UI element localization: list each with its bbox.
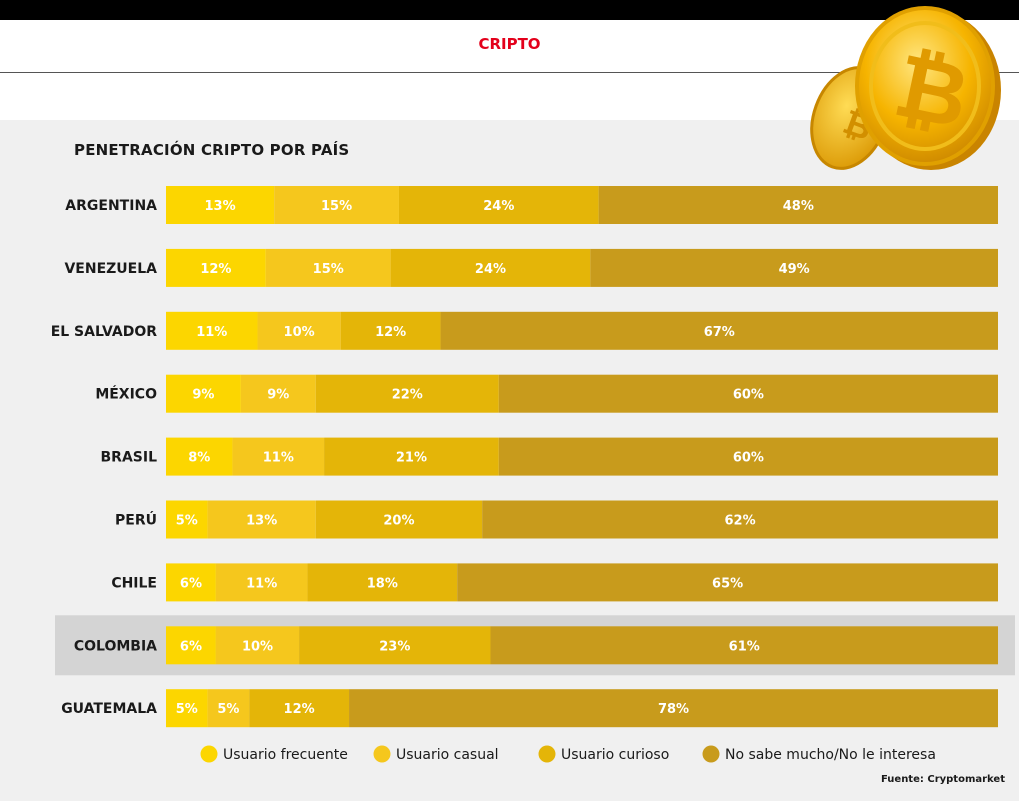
bar-segment xyxy=(390,248,591,287)
bar-segment xyxy=(166,500,208,539)
data-label: 12% xyxy=(284,702,315,717)
bar-segment xyxy=(257,311,341,350)
bar-segment xyxy=(215,563,308,602)
data-label: 15% xyxy=(313,262,344,277)
country-label: COLOMBIA xyxy=(74,638,157,654)
chart-title: PENETRACIÓN CRIPTO POR PAÍS xyxy=(74,141,350,159)
bar-segment xyxy=(265,248,391,287)
data-label: 10% xyxy=(242,639,273,654)
bar-segment xyxy=(207,689,250,728)
bar-segment xyxy=(166,374,241,413)
bar-segment xyxy=(498,437,998,476)
data-label: 8% xyxy=(188,451,210,466)
legend-swatch xyxy=(373,745,391,763)
data-label: 24% xyxy=(475,262,506,277)
data-label: 20% xyxy=(383,514,414,529)
bar-segment xyxy=(166,311,258,350)
data-label: 5% xyxy=(176,514,198,529)
data-label: 23% xyxy=(379,639,410,654)
data-label: 21% xyxy=(396,451,427,466)
bar-segment xyxy=(398,186,599,224)
data-label: 10% xyxy=(284,325,315,340)
country-label: VENEZUELA xyxy=(64,261,157,277)
data-label: 6% xyxy=(180,639,202,654)
bar-segment xyxy=(166,186,275,224)
bar-segment xyxy=(166,563,216,602)
bar-segment xyxy=(457,563,998,602)
bar-segment xyxy=(349,689,998,728)
bar-segment xyxy=(440,311,998,350)
source-note: Fuente: Cryptomarket xyxy=(880,774,1005,785)
data-label: 13% xyxy=(246,514,277,529)
country-label: PERÚ xyxy=(115,511,157,529)
country-label: BRASIL xyxy=(101,450,158,466)
data-label: 24% xyxy=(483,199,514,214)
bar-segment xyxy=(240,374,316,413)
data-label: 65% xyxy=(712,576,743,591)
bar-segment xyxy=(215,626,300,665)
bar-segment xyxy=(598,186,998,224)
bar-segment xyxy=(274,186,399,224)
data-label: 11% xyxy=(196,325,227,340)
data-label: 12% xyxy=(375,325,406,340)
bar-segment xyxy=(207,500,316,539)
data-label: 15% xyxy=(321,199,352,214)
data-label: 48% xyxy=(783,199,814,214)
legend-label: Usuario curioso xyxy=(561,747,669,763)
legend-swatch xyxy=(200,745,218,763)
data-label: 12% xyxy=(200,262,231,277)
data-label: 18% xyxy=(367,576,398,591)
bar-segment xyxy=(315,500,483,539)
bar-segment xyxy=(307,563,458,602)
data-label: 9% xyxy=(192,388,214,403)
bar-segment xyxy=(590,248,998,287)
country-label: ARGENTINA xyxy=(65,198,157,214)
country-label: EL SALVADOR xyxy=(51,324,158,340)
data-label: 62% xyxy=(725,514,756,529)
header-band xyxy=(0,20,1019,73)
country-label: CHILE xyxy=(111,575,157,591)
country-label: GUATEMALA xyxy=(61,701,157,717)
section-label: CRIPTO xyxy=(478,35,541,53)
bar-segment xyxy=(340,311,441,350)
data-label: 61% xyxy=(729,639,760,654)
bar-segment xyxy=(166,248,266,287)
bar-segment xyxy=(166,689,208,728)
bar-segment xyxy=(232,437,325,476)
data-label: 5% xyxy=(176,702,198,717)
bar-segment xyxy=(299,626,491,665)
data-label: 60% xyxy=(733,451,764,466)
data-label: 11% xyxy=(263,451,294,466)
legend-label: Usuario frecuente xyxy=(223,747,348,763)
data-label: 6% xyxy=(180,576,202,591)
data-label: 78% xyxy=(658,702,689,717)
legend-label: No sabe mucho/No le interesa xyxy=(725,747,936,763)
data-label: 13% xyxy=(205,199,236,214)
data-label: 60% xyxy=(733,388,764,403)
data-label: 22% xyxy=(392,388,423,403)
country-label: MÉXICO xyxy=(95,386,157,403)
top-black-bar xyxy=(0,0,1019,20)
bar-segment xyxy=(324,437,499,476)
data-label: 67% xyxy=(704,325,735,340)
bitcoin-coin-icon: ₿ ₿ xyxy=(810,6,1001,170)
legend-label: Usuario casual xyxy=(396,747,499,763)
data-label: 9% xyxy=(267,388,289,403)
bar-segment xyxy=(490,626,998,665)
legend-swatch xyxy=(538,745,556,763)
bar-segment xyxy=(249,689,350,728)
bar-segment xyxy=(166,626,216,665)
bar-segment xyxy=(166,437,233,476)
bar-segment xyxy=(498,374,998,413)
bar-segment xyxy=(315,374,499,413)
data-label: 11% xyxy=(246,576,277,591)
bar-segment xyxy=(482,500,998,539)
legend-swatch xyxy=(702,745,720,763)
data-label: 5% xyxy=(217,702,239,717)
data-label: 49% xyxy=(779,262,810,277)
